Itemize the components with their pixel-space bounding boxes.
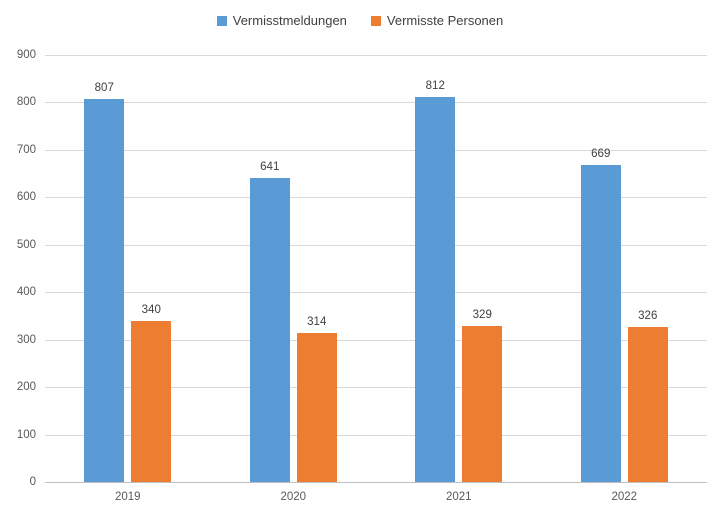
y-tick-100: 100	[16, 428, 36, 441]
x-tick-2022: 2022	[611, 491, 638, 503]
y-tick-800: 800	[16, 96, 36, 109]
gridline-800	[45, 102, 707, 104]
legend-label: Vermisste Personen	[386, 13, 504, 28]
bar-group-2020: 641 314	[249, 161, 337, 482]
bar-group-2021: 812 329	[415, 80, 503, 482]
data-label-vermisstmeldungen-2022: 669	[591, 147, 611, 160]
legend-item-vermisstmeldungen: Vermisstmeldungen	[216, 13, 347, 28]
bar-vermisste-personen-2021: 329	[462, 309, 503, 482]
gridline-700	[45, 149, 707, 151]
y-tick-300: 300	[16, 333, 36, 346]
data-label-vermisste-personen-2020: 314	[307, 316, 327, 329]
bar-group-2022: 669 326	[580, 148, 668, 482]
legend-item-vermisste-personen: Vermisste Personen	[370, 13, 504, 28]
bar-group-2019: 807 340	[84, 82, 172, 482]
y-tick-500: 500	[16, 238, 36, 251]
x-tick-2021: 2021	[445, 491, 472, 503]
plot-area: 807 340 641 314 812 329 669 326	[45, 55, 707, 483]
data-label-vermisste-personen-2022: 326	[638, 310, 658, 323]
gridline-500	[45, 244, 707, 246]
chart-legend: Vermisstmeldungen Vermisste Personen	[0, 13, 720, 28]
data-label-vermisste-personen-2019: 340	[141, 303, 161, 316]
data-label-vermisstmeldungen-2019: 807	[94, 82, 114, 95]
bar-vermisste-personen-2022: 326	[627, 310, 668, 482]
data-label-vermisste-personen-2021: 329	[472, 308, 492, 321]
y-tick-900: 900	[16, 49, 36, 61]
legend-label: Vermisstmeldungen	[232, 13, 347, 28]
gridline-100	[45, 434, 707, 436]
legend-swatch-blue-icon	[216, 15, 227, 26]
x-tick-2019: 2019	[114, 491, 141, 503]
y-tick-600: 600	[16, 191, 36, 204]
gridline-300	[45, 339, 707, 341]
bar-vermisstmeldungen-2022: 669	[580, 148, 621, 482]
y-tick-400: 400	[16, 286, 36, 299]
gridline-400	[45, 292, 707, 294]
y-tick-700: 700	[16, 143, 36, 156]
x-tick-2020: 2020	[280, 491, 307, 503]
bar-vermisstmeldungen-2020: 641	[249, 161, 290, 482]
bar-vermisstmeldungen-2019: 807	[84, 82, 125, 482]
bar-vermisste-personen-2019: 340	[131, 304, 172, 482]
y-tick-200: 200	[16, 381, 36, 394]
bar-vermisste-personen-2020: 314	[296, 316, 337, 482]
gridline-600	[45, 197, 707, 199]
data-label-vermisstmeldungen-2021: 812	[425, 79, 445, 92]
data-label-vermisstmeldungen-2020: 641	[260, 160, 280, 173]
bar-vermisstmeldungen-2021: 812	[415, 80, 456, 482]
gridline-200	[45, 387, 707, 389]
legend-swatch-orange-icon	[370, 15, 381, 26]
gridline-900	[45, 55, 707, 56]
y-tick-0: 0	[29, 476, 36, 488]
x-axis-line	[45, 482, 707, 483]
